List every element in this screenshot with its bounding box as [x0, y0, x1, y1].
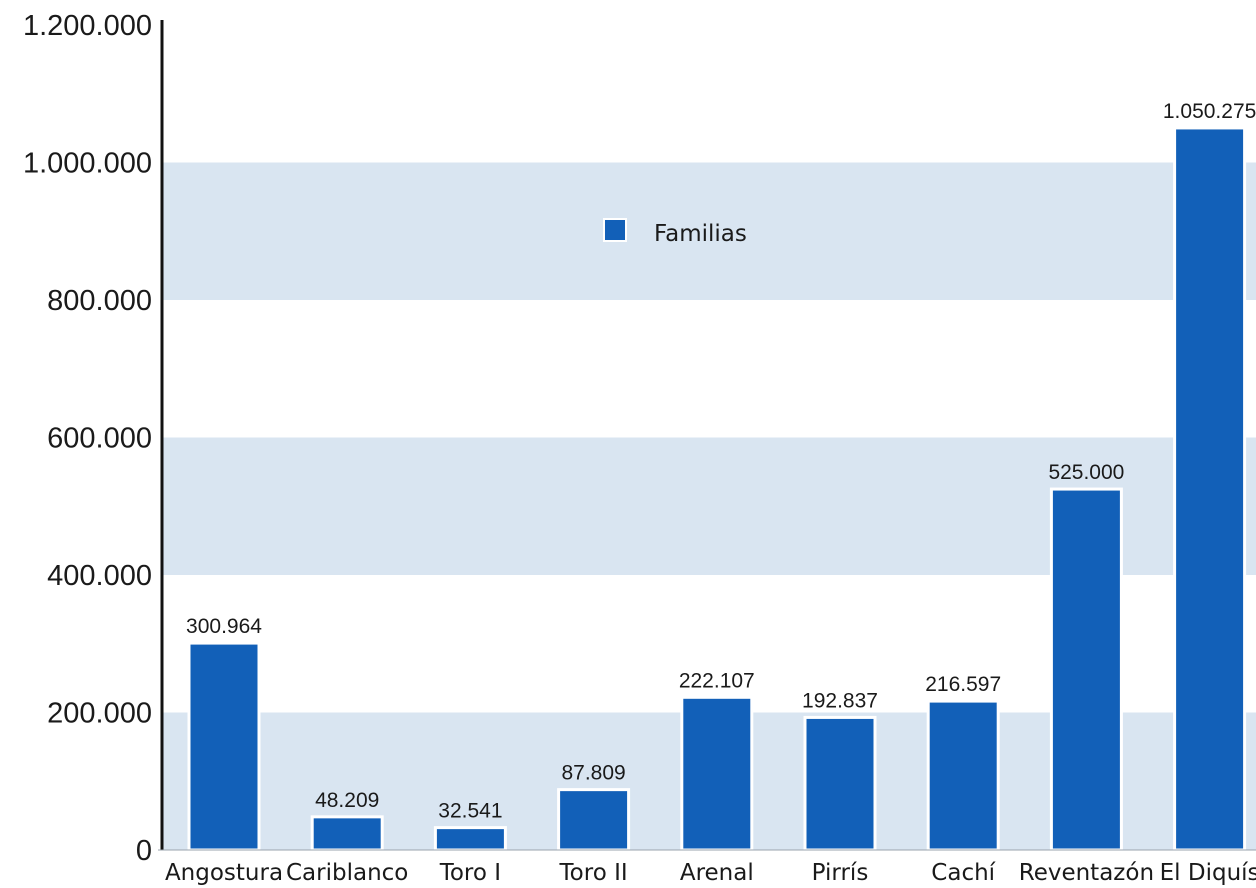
y-tick-label: 200.000	[47, 698, 152, 730]
bar	[310, 815, 384, 852]
legend-swatch	[603, 218, 627, 242]
grid-band	[162, 162, 1256, 300]
bar	[1049, 487, 1123, 852]
legend: Familias	[603, 218, 747, 247]
data-label: 48.209	[315, 789, 379, 812]
category-label: Arenal	[680, 860, 754, 886]
bar	[803, 715, 877, 852]
data-label: 1.050.275	[1163, 100, 1256, 123]
category-label: Cachí	[931, 860, 995, 886]
data-label: 300.964	[186, 615, 262, 638]
y-tick-label: 1.200.000	[23, 10, 152, 42]
category-label: Pirrís	[812, 860, 869, 886]
data-label: 192.837	[802, 689, 878, 712]
bar	[926, 699, 1000, 852]
data-label: 32.541	[438, 800, 502, 823]
category-label: Cariblanco	[286, 860, 408, 886]
bar	[1173, 126, 1247, 852]
category-label: Toro II	[559, 860, 628, 886]
y-tick-label: 0	[136, 835, 152, 867]
y-tick-labels: 0 200.000 400.000 600.000 800.000 1.000.000 1.…	[23, 10, 152, 867]
y-tick-label: 600.000	[47, 423, 152, 455]
data-label: 525.000	[1048, 461, 1124, 484]
y-tick-label: 1.000.000	[23, 148, 152, 180]
bar	[433, 826, 507, 852]
data-label: 216.597	[925, 673, 1001, 696]
bars	[187, 126, 1247, 852]
bar	[187, 641, 261, 852]
y-tick-label: 800.000	[47, 285, 152, 317]
y-axis	[158, 20, 1256, 851]
bar	[557, 788, 631, 852]
data-labels: 300.964 48.209 32.541 87.809 222.107 192.837 2…	[186, 100, 1256, 823]
data-label: 222.107	[679, 669, 755, 692]
bar	[680, 695, 754, 852]
legend-label: Familias	[654, 221, 747, 247]
category-label: El Diquís	[1160, 860, 1256, 886]
category-label: Toro I	[439, 860, 501, 886]
category-label: Angostura	[165, 860, 283, 886]
data-label: 87.809	[561, 762, 625, 785]
y-tick-label: 400.000	[47, 560, 152, 592]
category-label: Reventazón	[1019, 860, 1154, 886]
category-labels: Angostura Cariblanco Toro I Toro II Arenal Pi…	[165, 860, 1256, 886]
